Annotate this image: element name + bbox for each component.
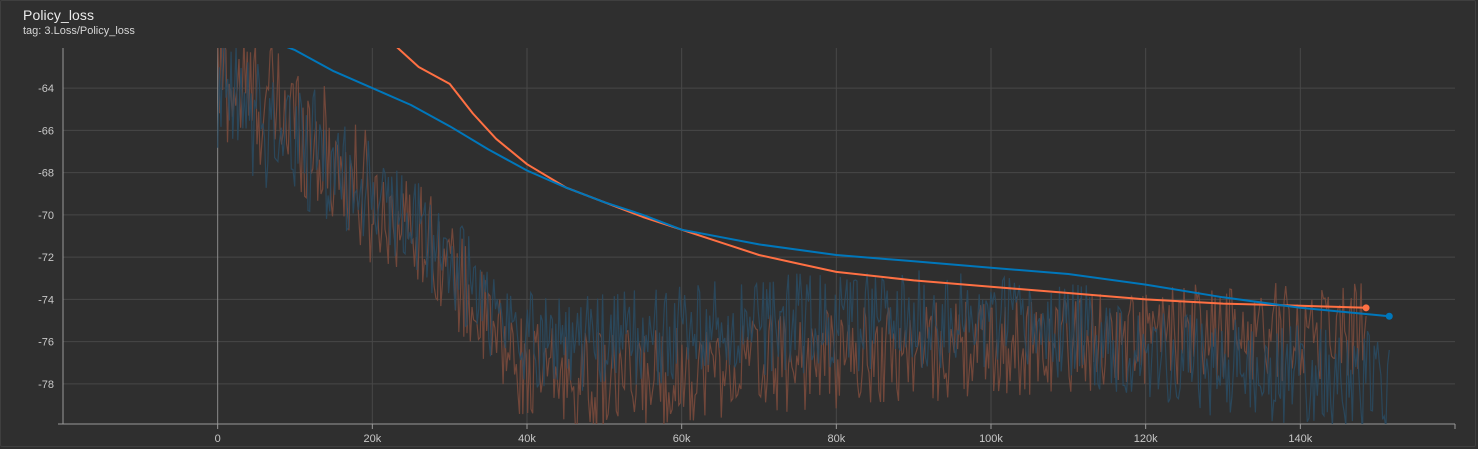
series-end-marker-1	[1385, 312, 1393, 320]
y-tick-label: -76	[38, 337, 54, 349]
y-tick-label: -66	[38, 125, 54, 137]
x-tick-label: 60k	[673, 433, 691, 445]
x-tick-label: 20k	[363, 433, 381, 445]
x-tick-label: 100k	[979, 433, 1003, 445]
x-tick-label: 120k	[1134, 433, 1158, 445]
y-tick-label: -74	[38, 294, 54, 306]
x-tick-label: 80k	[827, 433, 845, 445]
smoothed-series-line-0	[396, 48, 1367, 309]
grid-lines	[63, 48, 1455, 424]
x-tick-label: 40k	[518, 433, 536, 445]
y-tick-label: -70	[38, 210, 54, 222]
y-tick-label: -72	[38, 252, 54, 264]
x-tick-label: 140k	[1288, 433, 1312, 445]
y-tick-label: -64	[38, 83, 54, 95]
x-tick-label: 0	[215, 433, 221, 445]
raw-series-line-1	[217, 48, 1390, 424]
y-tick-label: -68	[38, 168, 54, 180]
raw-series-line-0	[217, 48, 1367, 424]
tick-labels: -64 -66 -68 -70 -72 -74 -76 -78 0 20k 40k 60k 80k 100…	[38, 83, 1313, 445]
y-tick-label: -78	[38, 379, 54, 391]
chart-tag: tag: 3.Loss/Policy_loss	[23, 25, 135, 37]
axes	[58, 48, 1456, 429]
smoothed-series-line-1	[286, 48, 1390, 318]
series-end-marker-0	[1362, 304, 1370, 312]
chart-title: Policy_loss	[23, 7, 95, 23]
series-layer	[217, 48, 1390, 424]
